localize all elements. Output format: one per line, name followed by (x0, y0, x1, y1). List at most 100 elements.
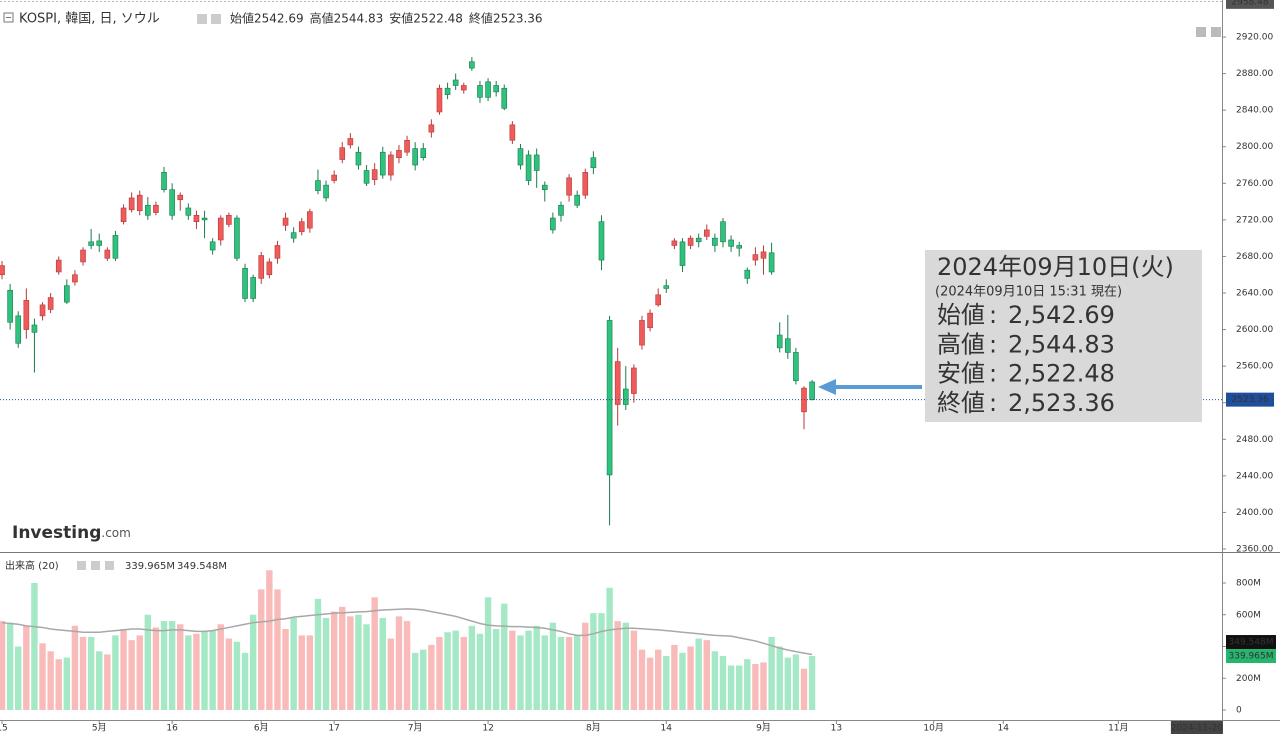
ma-legend-value: 349.548M (177, 561, 227, 572)
volume-bar (168, 621, 176, 710)
candle-body (728, 239, 734, 247)
candle-body (177, 194, 184, 201)
volume-bar (744, 659, 751, 710)
volume-bar (371, 597, 378, 710)
tooltip-label: 高値 (937, 330, 985, 358)
x-tick-label: 5月 (92, 723, 107, 734)
legend-value: 2522.48 (413, 12, 463, 26)
arrow-head (818, 379, 836, 395)
candle-body (266, 261, 273, 276)
candle-body (323, 184, 329, 199)
candle-body (379, 151, 386, 176)
volume-bar (525, 630, 532, 710)
volume-bar (185, 635, 192, 710)
settings-icon[interactable] (105, 561, 114, 570)
volume-bar (233, 641, 241, 710)
candle-body (598, 221, 605, 261)
y-tick-label: 2720.00 (1236, 215, 1273, 225)
logo: Investing.com (12, 523, 131, 543)
volume-bar (379, 617, 386, 710)
candle-body (217, 217, 224, 241)
logo-text: Investing (12, 523, 101, 543)
volume-bar (484, 597, 492, 710)
volume-bar (517, 635, 524, 710)
volume-bar (55, 659, 62, 710)
candle-body (234, 217, 240, 259)
volume-bar (468, 625, 476, 710)
candle-body (533, 154, 540, 171)
volume-bar (104, 654, 111, 710)
settings-icon[interactable] (77, 561, 86, 570)
candle-body (371, 169, 378, 180)
candle-body (768, 252, 775, 273)
volume-bar (403, 621, 411, 710)
collapse-icon[interactable] (3, 12, 14, 23)
settings-icon[interactable] (91, 561, 100, 570)
volume-bar (201, 630, 208, 710)
volume-legend-value: 339.965M (125, 561, 175, 572)
y-tick-label: 2920.00 (1236, 33, 1273, 43)
candle-body (64, 285, 70, 303)
candle-body (396, 150, 402, 159)
y-tick-label: 2560.00 (1236, 362, 1273, 372)
tool-icon[interactable] (1196, 27, 1206, 37)
volume-bar (79, 636, 87, 710)
cursor-time-label: 2024-11-20 (1171, 724, 1224, 734)
candle-body (550, 217, 556, 231)
candle-body (663, 285, 670, 289)
candle-body (631, 367, 637, 394)
x-tick-label: 16 (166, 724, 178, 734)
candle-body (315, 180, 321, 191)
logo-suffix: .com (101, 526, 130, 540)
candle-body (80, 249, 86, 263)
volume-bar (314, 598, 322, 710)
settings-icon[interactable] (211, 14, 221, 24)
volume-bar (622, 622, 629, 710)
volume-bar (347, 616, 354, 710)
y-tick-label: 800M (1236, 579, 1261, 589)
candle-body (307, 211, 313, 229)
tooltip-value: 2,544.83 (1008, 330, 1115, 358)
volume-bar (128, 640, 135, 710)
volume-bar (630, 630, 638, 710)
candle-body (606, 320, 613, 476)
volume-value-label: 339.965M (1229, 652, 1274, 662)
candle-body (436, 87, 443, 113)
volume-bar (687, 646, 694, 710)
cursor-price-box (1226, 0, 1274, 9)
volume-bar (63, 657, 71, 710)
candle-body (622, 388, 629, 405)
y-tick-label: 2480.00 (1236, 435, 1273, 445)
volume-bar (646, 657, 654, 710)
volume-bar (306, 635, 314, 710)
candle-body (809, 381, 815, 400)
candle-body (145, 204, 151, 216)
volume-bar (298, 635, 305, 710)
tooltip-value: 2,523.36 (1008, 389, 1115, 417)
candle-body (331, 174, 337, 181)
volume-bar (87, 636, 95, 710)
tooltip-subtitle: (2024年09月10日 15:31 現在) (935, 285, 1122, 300)
tool-icon[interactable] (1211, 27, 1221, 37)
volume-bar (249, 614, 257, 710)
candle-body (776, 334, 783, 349)
candle-body (639, 320, 645, 346)
volume-bar (444, 632, 451, 710)
candle-body (388, 154, 394, 176)
tooltip-title: 2024年09月10日(火) (937, 253, 1174, 281)
x-tick-label: 8月 (586, 723, 601, 734)
candle-body (485, 81, 491, 98)
candle-body (250, 277, 256, 299)
volume-bar (492, 629, 500, 710)
candle-body (355, 151, 362, 166)
legend-value: 2544.83 (334, 12, 384, 26)
volume-bar (428, 644, 435, 710)
candle-body (420, 148, 427, 159)
candle-body (136, 194, 143, 212)
volume-bar (266, 570, 273, 710)
settings-icon[interactable] (197, 14, 207, 24)
volume-bar (760, 662, 767, 710)
last-price-label: 2523.36 (1231, 395, 1268, 405)
legend-label: 終値 (469, 11, 493, 26)
